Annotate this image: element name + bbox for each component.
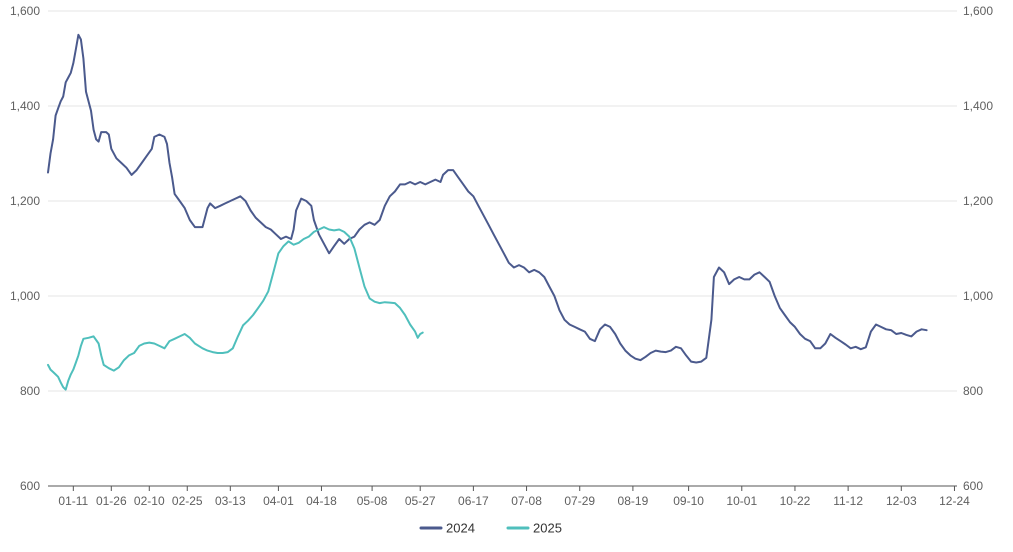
x-tick-label: 10-22: [780, 494, 811, 508]
series-line-2024: [47, 33, 928, 364]
series-lines: [47, 33, 928, 391]
x-tick-label: 02-10: [134, 494, 165, 508]
legend-label-2024[interactable]: 2024: [446, 521, 475, 536]
y-tick-label-right: 1,000: [963, 289, 993, 303]
x-tick-label: 10-01: [726, 494, 757, 508]
y-tick-label-right: 800: [963, 384, 983, 398]
x-tick-label: 06-17: [458, 494, 489, 508]
legend[interactable]: 2024 2025: [419, 521, 562, 536]
x-tick-label: 11-12: [833, 494, 863, 508]
x-tick-label: 05-27: [405, 494, 436, 508]
x-tick-label: 07-08: [511, 494, 542, 508]
y-tick-label-left: 1,000: [10, 289, 40, 303]
x-tick-label: 03-13: [215, 494, 246, 508]
x-tick-label: 01-11: [58, 494, 88, 508]
x-tick-label: 04-01: [263, 494, 294, 508]
y-tick-label-left: 1,600: [10, 4, 40, 18]
x-tick-label: 07-29: [564, 494, 595, 508]
x-tick-label: 08-19: [618, 494, 649, 508]
y-tick-label-left: 1,400: [10, 99, 40, 113]
x-tick-label: 05-08: [357, 494, 388, 508]
x-tick-label: 12-24: [939, 494, 970, 508]
x-tick-label: 09-10: [673, 494, 704, 508]
legend-label-2025[interactable]: 2025: [533, 521, 562, 536]
y-tick-label-left: 800: [20, 384, 40, 398]
grid-lines: [48, 10, 957, 392]
y-tick-label-left: 1,200: [10, 194, 40, 208]
y-tick-label-right: 1,600: [963, 4, 993, 18]
y-tick-label-left: 600: [20, 479, 40, 493]
x-tick-label: 01-26: [96, 494, 127, 508]
x-tick-label: 12-03: [886, 494, 917, 508]
y-tick-label-right: 600: [963, 479, 983, 493]
axes: 600 600 800 800 1,000 1,000 1,200 1,200 1,400 1,4…: [10, 4, 993, 508]
y-tick-label-right: 1,200: [963, 194, 993, 208]
x-tick-label: 04-18: [306, 494, 337, 508]
x-tick-label: 02-25: [172, 494, 203, 508]
series-line-2025: [47, 226, 424, 391]
y-tick-label-right: 1,400: [963, 99, 993, 113]
